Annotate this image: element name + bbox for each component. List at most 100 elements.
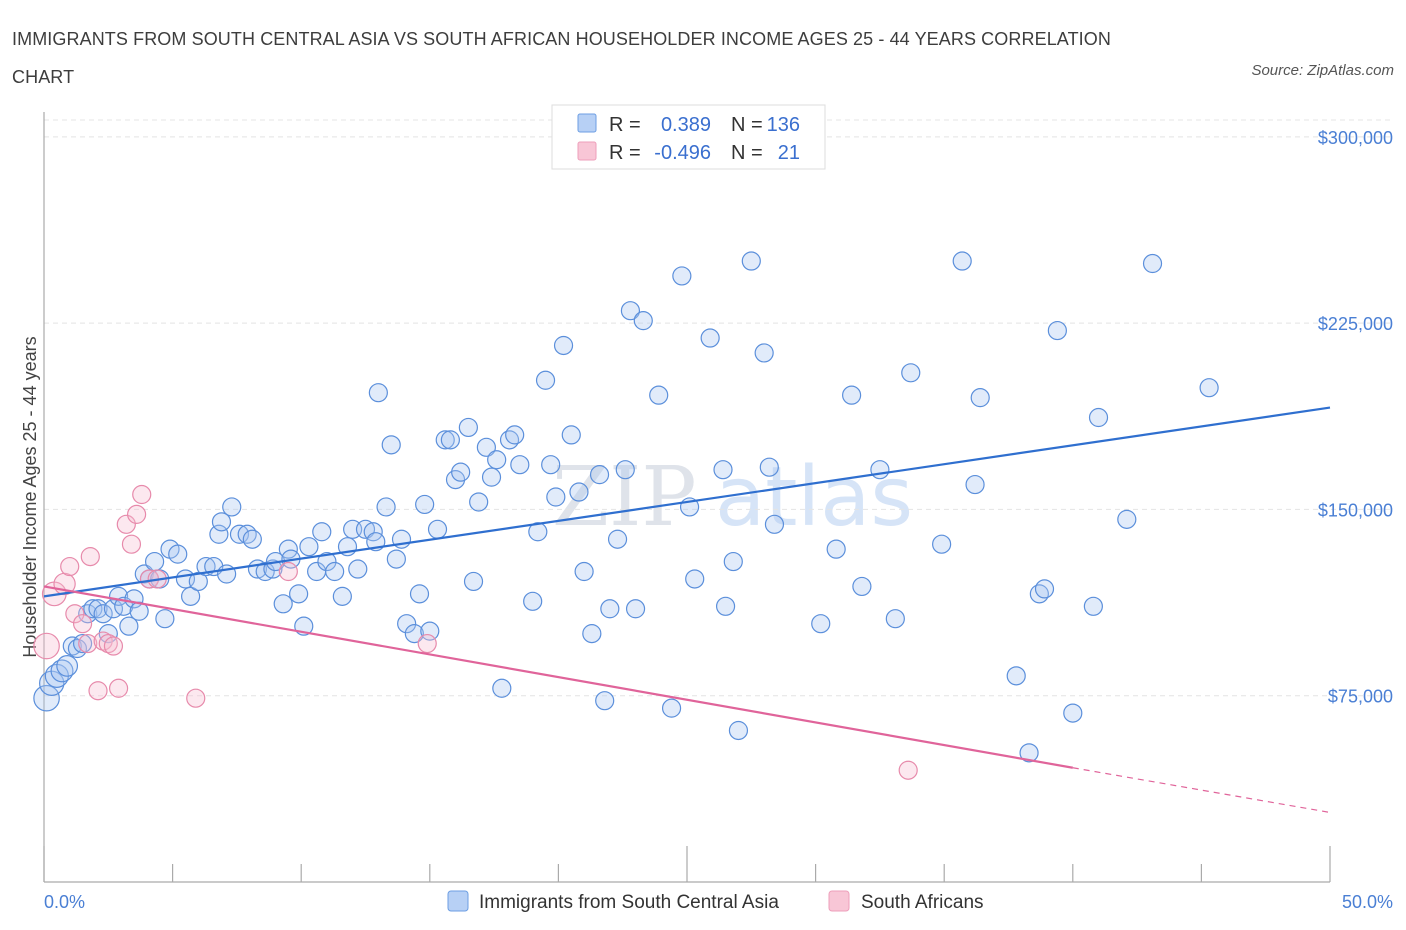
series-legend-label-pink: South Africans xyxy=(861,892,984,913)
data-point xyxy=(1142,253,1163,274)
data-point xyxy=(741,251,761,271)
data-point xyxy=(33,632,60,660)
series-blue-points xyxy=(33,251,1219,763)
data-point xyxy=(870,460,890,480)
data-point xyxy=(723,551,743,572)
data-point xyxy=(56,655,79,677)
data-point xyxy=(404,624,424,644)
data-point xyxy=(625,599,646,619)
data-point xyxy=(481,467,502,487)
data-point xyxy=(132,484,152,505)
data-point xyxy=(409,584,430,604)
data-point xyxy=(569,482,589,502)
data-point xyxy=(65,604,85,624)
y-tick-labels: $75,000 $150,000 $225,000 $300,000 xyxy=(1318,128,1393,707)
data-point xyxy=(80,547,100,567)
data-point xyxy=(144,551,165,572)
data-point xyxy=(463,571,484,592)
legend-n-label-blue: N = xyxy=(731,114,763,136)
data-point xyxy=(420,621,440,641)
series-legend-label-blue: Immigrants from South Central Asia xyxy=(479,892,779,913)
legend-n-value-pink: 21 xyxy=(778,142,800,164)
data-point xyxy=(278,561,298,582)
data-point xyxy=(535,370,556,390)
data-point xyxy=(121,534,142,554)
data-point xyxy=(386,549,406,569)
data-point xyxy=(1063,703,1083,723)
correlation-legend: R = 0.389 N = 136 R = -0.496 N = 21 xyxy=(551,104,826,170)
legend-swatch-blue xyxy=(577,113,597,133)
data-point xyxy=(273,594,293,614)
data-point xyxy=(289,584,309,604)
data-point xyxy=(589,465,610,485)
data-point xyxy=(754,343,774,363)
data-point xyxy=(1006,666,1026,686)
source-label: Source: ZipAtlas.com xyxy=(1251,62,1394,79)
data-point xyxy=(255,561,275,582)
data-point xyxy=(932,534,952,554)
data-point xyxy=(661,698,682,718)
data-point xyxy=(93,604,113,624)
data-point xyxy=(561,425,581,445)
data-point xyxy=(541,455,561,475)
data-point xyxy=(72,614,93,634)
data-point xyxy=(715,596,736,616)
data-point xyxy=(427,519,448,539)
series-pink-points xyxy=(33,484,918,780)
y-tick-label: $75,000 xyxy=(1328,687,1393,707)
data-point xyxy=(901,363,921,383)
legend-box xyxy=(551,104,826,170)
data-point xyxy=(607,529,628,549)
data-point xyxy=(1117,509,1137,529)
data-point xyxy=(168,544,188,564)
watermark-zip: ZIP xyxy=(552,450,697,545)
data-point xyxy=(492,678,512,698)
data-point xyxy=(1083,596,1103,616)
chart-title: IMMIGRANTS FROM SOUTH CENTRAL ASIA VS SO… xyxy=(12,29,1111,87)
trend-line-pink xyxy=(43,585,1073,769)
data-point xyxy=(209,524,229,544)
data-point xyxy=(33,684,60,712)
legend-r-value-pink: -0.496 xyxy=(654,142,711,164)
data-point xyxy=(553,335,574,356)
data-point xyxy=(116,514,136,534)
data-point xyxy=(417,633,437,654)
trend-line-pink-extension xyxy=(1072,767,1331,814)
data-point xyxy=(759,457,779,477)
y-axis-label: Householder Income Ages 25 - 44 years xyxy=(20,336,40,657)
data-point xyxy=(713,460,733,480)
data-point xyxy=(952,251,972,271)
data-point xyxy=(325,561,345,582)
data-point xyxy=(181,586,201,606)
data-point xyxy=(72,633,93,654)
y-tick-label: $300,000 xyxy=(1318,128,1393,148)
data-point xyxy=(1034,579,1055,599)
x-tick-label-min: 0.0% xyxy=(44,892,85,912)
data-point xyxy=(376,497,396,517)
data-point xyxy=(88,681,108,701)
data-point xyxy=(700,328,720,348)
data-point xyxy=(826,539,846,559)
legend-r-label-pink: R = xyxy=(609,142,641,164)
data-point xyxy=(970,388,990,408)
data-point xyxy=(222,497,242,517)
data-point xyxy=(469,492,489,512)
data-point xyxy=(458,417,478,438)
data-point xyxy=(440,430,460,450)
data-point xyxy=(299,537,319,557)
data-point xyxy=(574,561,594,582)
data-point xyxy=(633,311,653,331)
series-legend-swatch-pink xyxy=(828,890,850,912)
data-point xyxy=(83,599,103,619)
data-point xyxy=(126,504,147,524)
data-point xyxy=(487,450,507,470)
data-point xyxy=(685,569,705,589)
data-point xyxy=(672,266,692,286)
trend-line-blue xyxy=(43,406,1331,598)
data-point xyxy=(381,435,401,455)
data-point xyxy=(885,609,905,629)
data-point xyxy=(355,519,376,539)
data-point xyxy=(263,559,283,579)
series-legend-swatch-blue xyxy=(447,890,469,912)
